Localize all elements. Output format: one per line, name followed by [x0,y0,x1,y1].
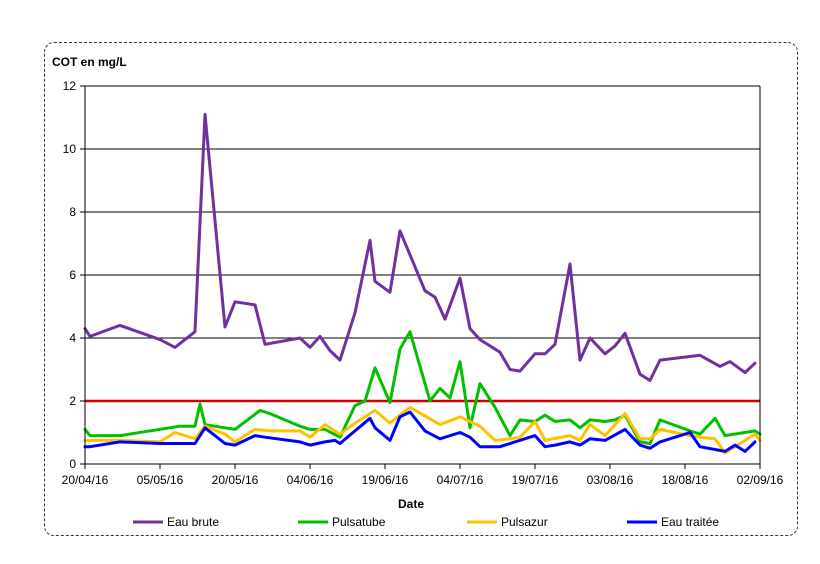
tick-labels: 0 2 4 6 8 10 12 20/04/16 05/05/16 20/05/16 04/06/1… [62,79,784,487]
x-tick-label: 02/09/16 [737,473,784,487]
y-tick-label: 12 [63,79,77,93]
legend: Eau brute Pulsatube Pulsazur Eau traitée [133,515,719,529]
legend-label: Pulsazur [501,515,548,529]
series-line [83,330,762,445]
y-tick-label: 2 [69,394,76,408]
x-tick-label: 04/07/16 [437,473,484,487]
axes [80,85,761,469]
chart-frame [44,42,798,536]
y-tick-label: 0 [69,457,76,471]
x-tick-label: 19/06/16 [362,473,409,487]
x-tick-label: 03/08/16 [587,473,634,487]
series-layer [83,112,762,455]
gridlines [85,85,760,402]
series-line [83,405,762,455]
x-tick-label: 18/08/16 [662,473,709,487]
legend-label: Pulsatube [332,515,386,529]
series-line [83,410,757,453]
x-tick-label: 19/07/16 [512,473,559,487]
series-line [83,112,757,382]
x-tick-label: 04/06/16 [287,473,334,487]
legend-label: Eau traitée [661,515,719,529]
legend-label: Eau brute [167,515,219,529]
x-tick-label: 20/04/16 [62,473,109,487]
y-axis-title: COT en mg/L [52,55,127,69]
x-tick-label: 20/05/16 [212,473,259,487]
x-axis-title: Date [398,497,424,511]
y-tick-label: 4 [69,331,76,345]
x-tick-label: 05/05/16 [137,473,184,487]
y-tick-label: 10 [63,142,77,156]
y-tick-label: 8 [69,205,76,219]
y-tick-label: 6 [69,268,76,282]
